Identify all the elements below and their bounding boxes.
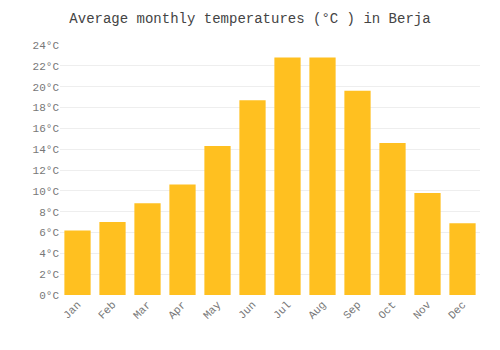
- svg-text:24°C: 24°C: [33, 40, 60, 52]
- svg-text:12°C: 12°C: [33, 165, 60, 177]
- svg-text:Dec: Dec: [446, 299, 468, 321]
- svg-text:8°C: 8°C: [39, 207, 59, 219]
- svg-text:Average monthly temperatures (: Average monthly temperatures (°C ) in Be…: [69, 11, 430, 27]
- svg-text:6°C: 6°C: [39, 227, 59, 239]
- svg-text:Feb: Feb: [96, 299, 118, 321]
- svg-text:Nov: Nov: [411, 299, 434, 322]
- svg-text:0°C: 0°C: [39, 290, 59, 302]
- svg-text:4°C: 4°C: [39, 248, 59, 260]
- svg-text:Jan: Jan: [61, 299, 83, 321]
- svg-text:Jun: Jun: [236, 299, 258, 321]
- svg-text:10°C: 10°C: [33, 186, 60, 198]
- svg-text:Jul: Jul: [271, 299, 293, 321]
- svg-text:14°C: 14°C: [33, 144, 60, 156]
- svg-text:Oct: Oct: [376, 299, 398, 321]
- svg-text:Apr: Apr: [166, 299, 188, 321]
- svg-text:May: May: [201, 299, 224, 322]
- svg-text:18°C: 18°C: [33, 102, 60, 114]
- svg-text:22°C: 22°C: [33, 61, 60, 73]
- svg-text:16°C: 16°C: [33, 123, 60, 135]
- svg-text:Mar: Mar: [131, 299, 153, 321]
- svg-text:Aug: Aug: [306, 299, 328, 321]
- svg-text:2°C: 2°C: [39, 269, 59, 281]
- svg-text:20°C: 20°C: [33, 82, 60, 94]
- svg-text:Sep: Sep: [341, 299, 363, 321]
